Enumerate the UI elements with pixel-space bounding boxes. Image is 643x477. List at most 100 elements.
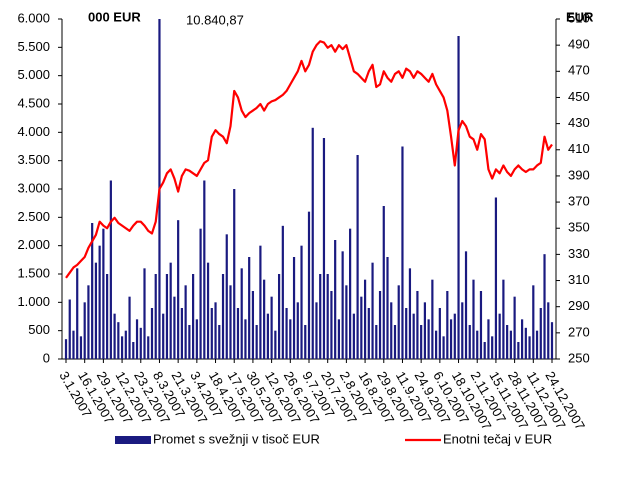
- bar: [535, 330, 539, 359]
- y-tick-label: 3.500: [17, 152, 50, 167]
- bar: [405, 308, 408, 359]
- bar: [498, 313, 501, 359]
- bar: [162, 313, 165, 359]
- bar: [225, 234, 228, 359]
- legend-swatch: [115, 436, 151, 444]
- bar: [491, 336, 494, 359]
- bar: [165, 274, 169, 359]
- y-tick-label: 2.500: [17, 209, 50, 224]
- bar: [401, 146, 404, 359]
- bar: [94, 262, 98, 359]
- bar: [180, 308, 183, 359]
- bar: [386, 257, 389, 359]
- bar: [472, 279, 475, 359]
- y2-tick-label: 510: [568, 10, 590, 25]
- bar: [416, 291, 419, 359]
- bar: [221, 274, 225, 359]
- bar: [177, 220, 180, 359]
- bar: [120, 336, 124, 359]
- bar: [218, 325, 221, 359]
- bar: [520, 319, 524, 359]
- bar: [147, 336, 150, 359]
- bar: [423, 302, 426, 359]
- bar: [240, 268, 243, 359]
- y2-tick-label: 470: [568, 63, 590, 78]
- bar: [244, 319, 247, 359]
- bar: [135, 319, 139, 359]
- bar: [255, 325, 258, 359]
- bar: [435, 330, 438, 359]
- bar: [397, 285, 400, 359]
- bar: [476, 330, 479, 359]
- bar: [464, 251, 468, 359]
- y2-tick-label: 490: [568, 37, 590, 52]
- bar: [289, 319, 292, 359]
- bar: [83, 302, 86, 359]
- bar: [106, 274, 109, 359]
- bar: [128, 296, 131, 359]
- bar: [547, 302, 550, 359]
- bar: [277, 274, 281, 359]
- y-tick-label: 0: [43, 350, 50, 365]
- bar: [352, 313, 355, 359]
- y2-tick-label: 410: [568, 141, 590, 156]
- bar: [143, 268, 146, 359]
- bar: [393, 325, 397, 359]
- bar: [431, 279, 434, 359]
- bar: [315, 302, 318, 359]
- bar: [307, 211, 311, 359]
- bar: [281, 225, 284, 359]
- y-axis-unit: 000 EUR: [88, 9, 141, 24]
- bar: [524, 327, 527, 359]
- bar: [363, 279, 367, 359]
- bar: [91, 223, 94, 359]
- bar: [76, 268, 79, 359]
- bar: [192, 274, 195, 359]
- bar: [68, 299, 71, 359]
- bar: [64, 339, 68, 359]
- y-tick-label: 5.000: [17, 67, 50, 82]
- bar: [420, 325, 423, 359]
- y-tick-label: 4.500: [17, 95, 50, 110]
- annotation: 10.840,87: [186, 12, 244, 27]
- bar: [150, 308, 154, 359]
- y2-tick-label: 290: [568, 298, 590, 313]
- bar: [442, 336, 445, 359]
- bar: [502, 279, 505, 359]
- y2-tick-label: 390: [568, 167, 590, 182]
- bar: [259, 245, 262, 359]
- bar: [412, 313, 415, 359]
- bar: [311, 127, 314, 359]
- bar: [532, 285, 535, 359]
- bar: [468, 325, 471, 359]
- bar: [356, 155, 359, 359]
- bar: [375, 325, 378, 359]
- plot-area: [64, 19, 554, 359]
- legend-label: Promet s svežnji v tisoč EUR: [153, 431, 320, 446]
- y2-tick-label: 430: [568, 115, 590, 130]
- bar: [184, 285, 187, 359]
- bar: [453, 313, 456, 359]
- bar: [390, 302, 393, 359]
- bar: [117, 322, 120, 359]
- y2-tick-label: 450: [568, 89, 590, 104]
- bar: [210, 308, 213, 359]
- bar: [72, 330, 75, 359]
- bar: [334, 240, 337, 359]
- bar: [79, 336, 83, 359]
- bar: [378, 291, 382, 359]
- bar: [206, 262, 210, 359]
- bar: [517, 342, 520, 359]
- bar: [427, 319, 430, 359]
- bar: [446, 291, 449, 359]
- y-tick-label: 1.500: [17, 265, 50, 280]
- bar: [506, 325, 509, 359]
- bar: [248, 257, 251, 359]
- bar: [154, 274, 157, 359]
- bar: [199, 228, 202, 359]
- bar: [296, 302, 299, 359]
- bar: [509, 330, 512, 359]
- bar: [513, 296, 516, 359]
- bar: [214, 302, 217, 359]
